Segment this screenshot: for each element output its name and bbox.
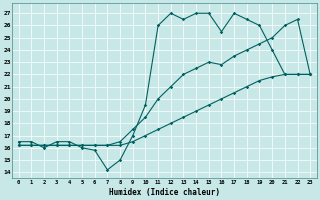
X-axis label: Humidex (Indice chaleur): Humidex (Indice chaleur) <box>109 188 220 197</box>
